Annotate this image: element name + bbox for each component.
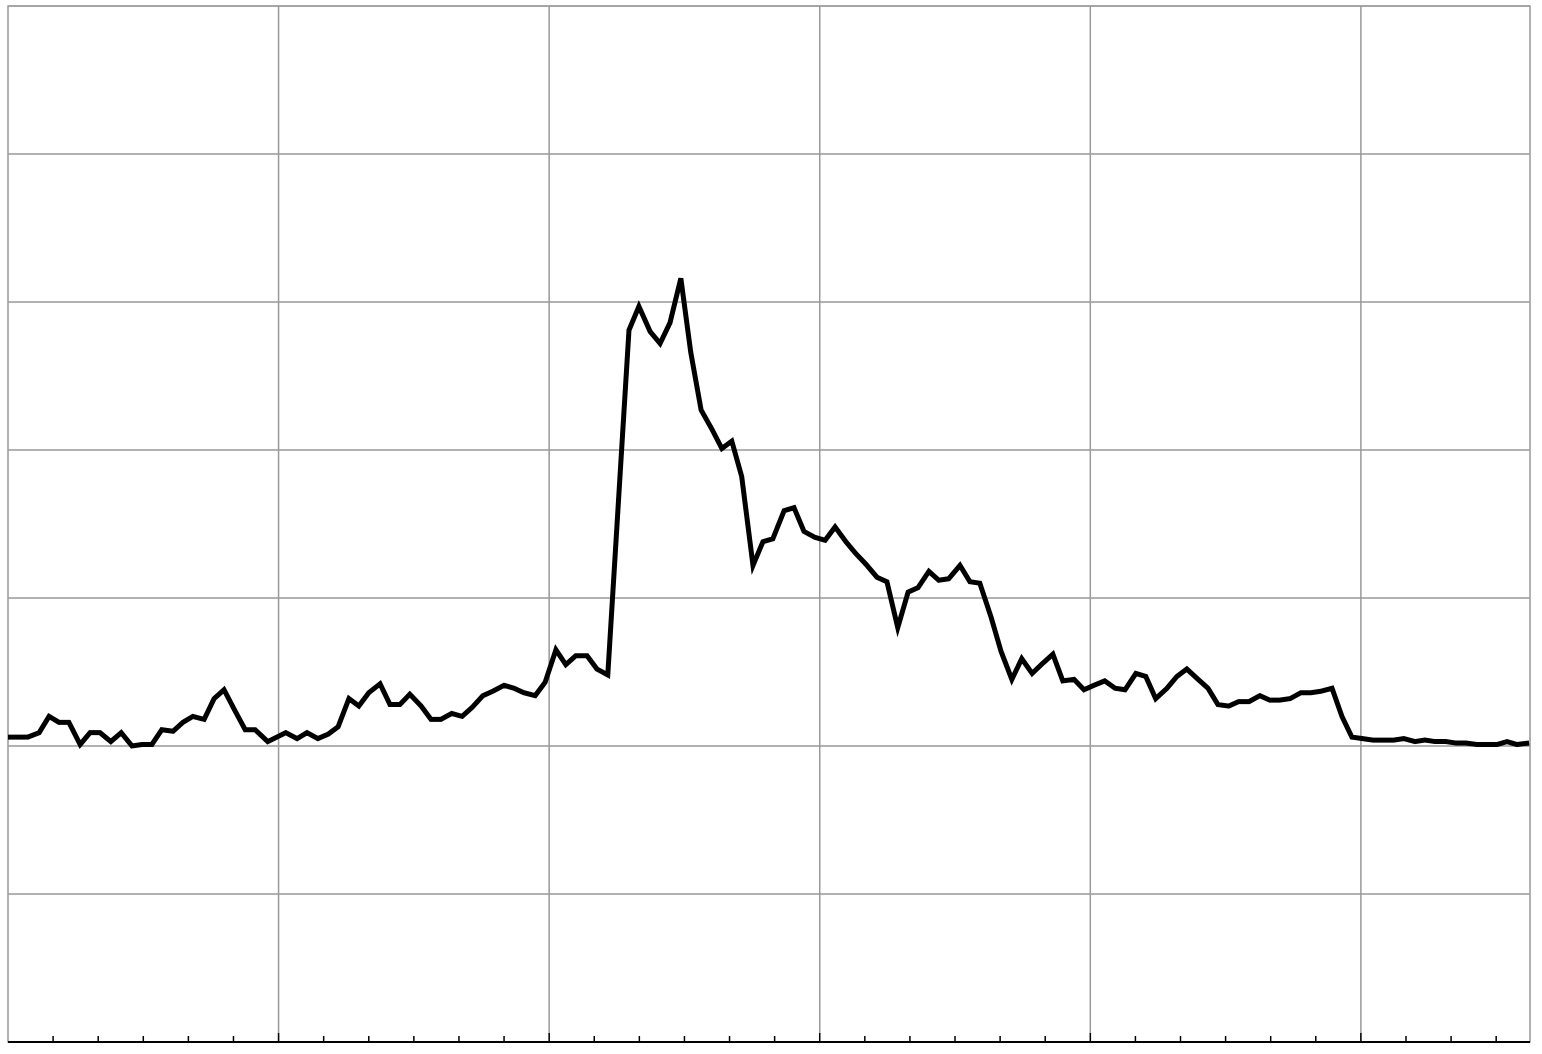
data-line <box>8 277 1530 750</box>
plot-frame <box>7 5 1531 1043</box>
